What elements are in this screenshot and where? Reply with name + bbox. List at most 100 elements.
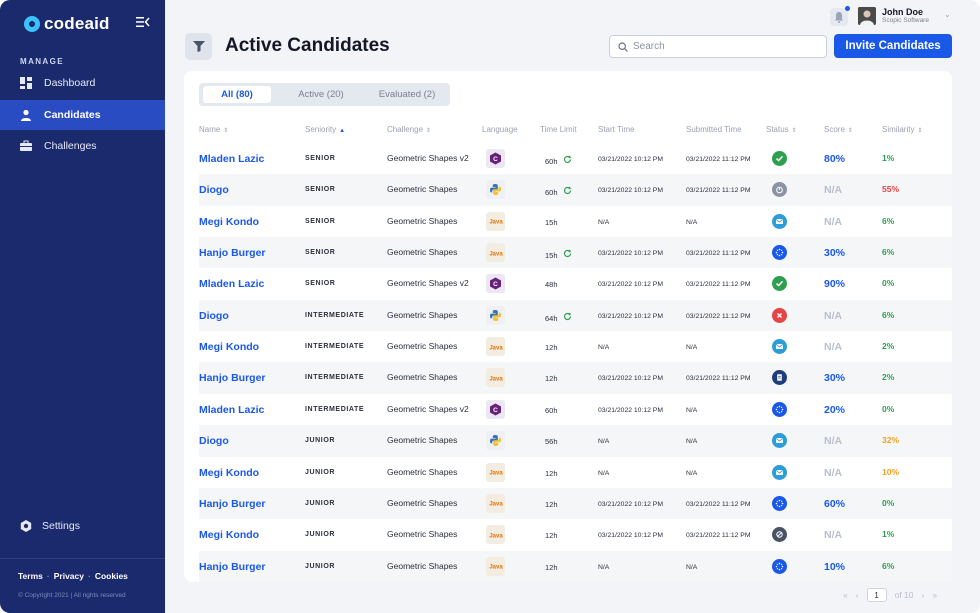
candidate-name-link[interactable]: Hanjo Burger — [199, 497, 266, 510]
first-page-icon[interactable]: « — [843, 590, 848, 600]
table-row[interactable]: Mladen Lazic SENIOR Geometric Shapes v2 C 48… — [199, 268, 952, 299]
table-row[interactable]: Hanjo Burger INTERMEDIATE Geometric Shapes… — [199, 362, 952, 394]
last-page-icon[interactable]: » — [932, 590, 938, 600]
table-row[interactable]: Mladen Lazic SENIOR Geometric Shapes v2 C 60… — [199, 143, 952, 174]
tab-evaluated[interactable]: Evaluated (2) — [378, 89, 436, 100]
java-icon: Java — [486, 525, 505, 545]
table-row[interactable]: Mladen Lazic INTERMEDIATE Geometric Shapes… — [199, 394, 952, 425]
table-row[interactable]: Megi Kondo JUNIOR Geometric Shapes Java 12h 0… — [199, 519, 952, 550]
page-total: of 10 — [894, 590, 914, 600]
start-time-cell: N/A — [598, 344, 610, 352]
terms-link[interactable]: Terms — [18, 571, 43, 581]
csharp-icon: C — [486, 149, 505, 168]
start-time-cell: 03/21/2022 10:12 PM — [598, 156, 663, 163]
time-limit-value: 12h — [545, 531, 558, 541]
sort-icon: ⇕ — [426, 128, 432, 134]
candidate-name-link[interactable]: Megi Kondo — [199, 341, 260, 354]
svg-text:C: C — [493, 281, 498, 288]
score-cell: 30% — [824, 372, 846, 385]
candidate-name-link[interactable]: Megi Kondo — [199, 466, 260, 479]
table-row[interactable]: Hanjo Burger JUNIOR Geometric Shapes Java 12… — [199, 487, 952, 520]
filter-button[interactable] — [185, 33, 212, 60]
time-limit-cell: 48h — [545, 280, 558, 289]
refresh-check-icon — [563, 155, 571, 164]
start-time-cell: 03/21/2022 10:12 PM — [598, 500, 663, 508]
score-cell: N/A — [824, 215, 843, 228]
candidate-name-link[interactable]: Mladen Lazic — [199, 278, 265, 291]
sidebar-item-settings[interactable]: Settings — [20, 520, 80, 532]
submitted-time-cell: N/A — [686, 438, 698, 446]
score-cell: 20% — [824, 403, 846, 416]
similarity-cell: 55% — [882, 184, 900, 195]
candidate-name-link[interactable]: Hanjo Burger — [199, 560, 266, 573]
similarity-cell: 1% — [882, 529, 895, 540]
link-separator: · — [46, 571, 50, 581]
avatar[interactable] — [858, 7, 876, 25]
next-page-icon[interactable]: › — [921, 590, 925, 600]
notification-bell-icon[interactable] — [830, 8, 848, 26]
candidate-name-link[interactable]: Mladen Lazic — [199, 403, 265, 416]
table-row[interactable]: Diogo JUNIOR Geometric Shapes 56h N/A N/A N/A 3… — [199, 425, 952, 457]
search-input[interactable] — [633, 41, 813, 52]
submitted-time-cell: N/A — [686, 218, 698, 226]
document-icon — [772, 370, 787, 386]
start-time-cell: 03/21/2022 10:12 PM — [598, 250, 663, 258]
prev-page-icon[interactable]: ‹ — [855, 590, 859, 600]
copyright: © Copyright 2021 | All rights reserved — [18, 592, 126, 599]
seniority-cell: JUNIOR — [305, 468, 336, 476]
sort-icon: ⇕ — [223, 128, 229, 134]
refresh-check-icon — [563, 249, 571, 258]
sidebar-item-dashboard[interactable]: Dashboard — [0, 68, 165, 98]
column-header-status[interactable]: Status ⇕ — [766, 125, 797, 134]
similarity-cell: 6% — [882, 215, 895, 226]
svg-text:Java: Java — [489, 471, 503, 477]
candidate-name-link[interactable]: Diogo — [199, 435, 229, 448]
collapse-menu-icon[interactable] — [136, 16, 150, 28]
sidebar-item-challenges[interactable]: Challenges — [0, 131, 165, 161]
challenge-cell: Geometric Shapes — [387, 215, 458, 226]
candidate-name-link[interactable]: Megi Kondo — [199, 529, 260, 542]
table-row[interactable]: Hanjo Burger SENIOR Geometric Shapes Java 15… — [199, 237, 952, 269]
score-cell: 90% — [824, 278, 846, 291]
table-row[interactable]: Hanjo Burger JUNIOR Geometric Shapes Java 12… — [199, 550, 952, 582]
tab-all[interactable]: All (80) — [203, 86, 271, 103]
java-icon: Java — [486, 243, 505, 263]
similarity-cell: 6% — [882, 309, 895, 320]
table-row[interactable]: Diogo INTERMEDIATE Geometric Shapes 64h 03/2… — [199, 299, 952, 332]
search-icon — [618, 41, 628, 52]
search-box[interactable] — [609, 35, 827, 58]
brand-logo[interactable]: codeaid — [24, 14, 110, 34]
tab-active[interactable]: Active (20) — [298, 89, 344, 100]
column-header-similarity[interactable]: Similarity ⇕ — [882, 125, 922, 134]
candidate-name-link[interactable]: Megi Kondo — [199, 215, 260, 228]
table-row[interactable]: Megi Kondo INTERMEDIATE Geometric Shapes Ja… — [199, 331, 952, 362]
candidate-name-link[interactable]: Hanjo Burger — [199, 247, 266, 260]
submitted-time-cell: 03/21/2022 11:12 PM — [686, 375, 751, 383]
table-row[interactable]: Megi Kondo JUNIOR Geometric Shapes Java 12h N… — [199, 457, 952, 488]
table-row[interactable]: Diogo SENIOR Geometric Shapes 60h 03/21/2022… — [199, 174, 952, 206]
column-header-challenge[interactable]: Challenge ⇕ — [387, 125, 431, 134]
column-header-name[interactable]: Name ⇕ — [199, 125, 228, 134]
table-row[interactable]: Megi Kondo SENIOR Geometric Shapes Java 15h N… — [199, 206, 952, 237]
sidebar-item-candidates[interactable]: Candidates — [0, 100, 165, 130]
challenge-cell: Geometric Shapes — [387, 309, 458, 320]
candidate-name-link[interactable]: Hanjo Burger — [199, 372, 266, 385]
column-header-seniority[interactable]: Seniority ▲ — [305, 125, 345, 134]
filter-icon — [192, 41, 205, 52]
loading-icon — [772, 558, 787, 574]
cookies-link[interactable]: Cookies — [94, 571, 128, 581]
svg-text:Java: Java — [489, 220, 503, 226]
column-header-score[interactable]: Score ⇕ — [824, 125, 853, 134]
candidate-name-link[interactable]: Mladen Lazic — [199, 153, 265, 165]
candidate-name-link[interactable]: Diogo — [199, 184, 229, 197]
privacy-link[interactable]: Privacy — [53, 571, 84, 581]
candidate-name-link[interactable]: Diogo — [199, 309, 229, 322]
score-cell: N/A — [824, 529, 843, 542]
envelope-icon — [772, 464, 787, 480]
page-input[interactable] — [866, 588, 887, 602]
chevron-down-icon[interactable]: ⌄ — [944, 10, 951, 19]
time-limit-cell: 15h — [545, 249, 572, 260]
sidebar-item-label: Dashboard — [44, 77, 96, 89]
invite-candidates-button[interactable]: Invite Candidates — [834, 34, 952, 58]
